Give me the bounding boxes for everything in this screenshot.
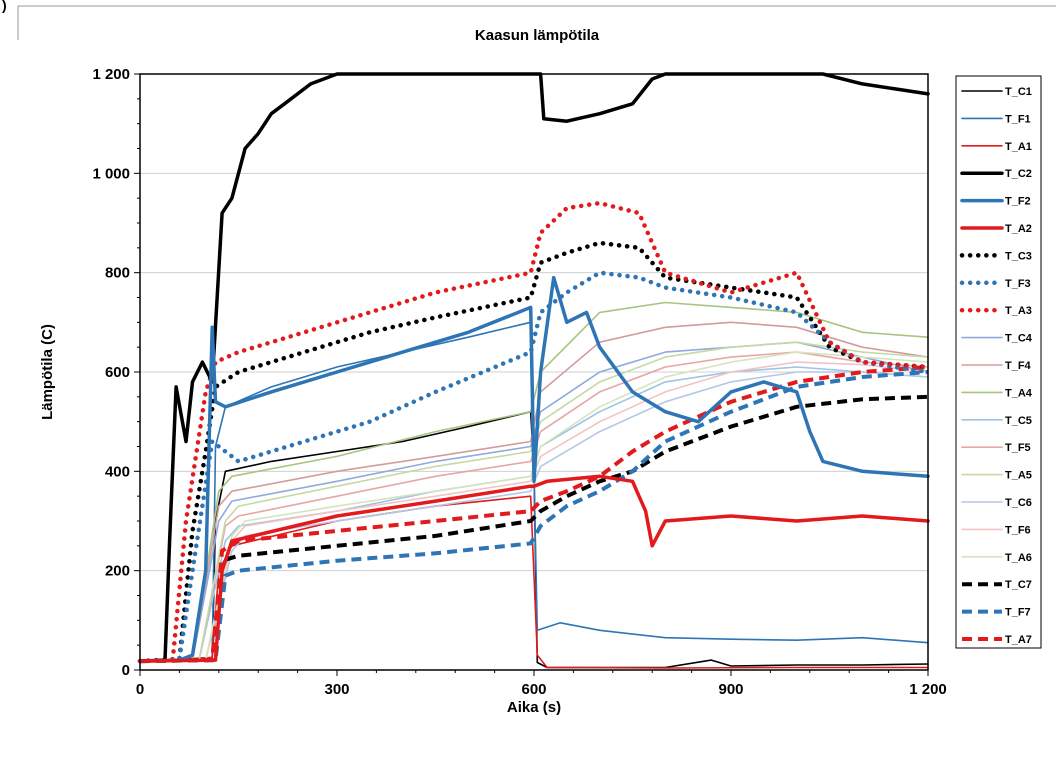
legend-label-t-a5: T_A5 bbox=[1005, 470, 1032, 482]
series-line-t-c7 bbox=[139, 394, 929, 664]
y-tick-label-5: 1 000 bbox=[92, 165, 130, 182]
series-line-t-f1 bbox=[139, 321, 929, 662]
x-tick-label-2: 600 bbox=[521, 681, 546, 698]
legend-label-t-a2: T_A2 bbox=[1005, 223, 1032, 235]
series-line-t-f4 bbox=[139, 321, 929, 662]
legend-label-t-c2: T_C2 bbox=[1005, 168, 1032, 180]
series-line-t-a7 bbox=[139, 365, 929, 664]
y-tick-label-2: 400 bbox=[105, 463, 130, 480]
legend-label-t-f3: T_F3 bbox=[1005, 278, 1031, 290]
y-axis: 0 200 400 600 800 1 000 1 200 bbox=[92, 66, 140, 679]
legend-label-t-f6: T_F6 bbox=[1005, 524, 1031, 536]
x-tick-label-1: 300 bbox=[324, 681, 349, 698]
legend-label-t-c3: T_C3 bbox=[1005, 250, 1032, 262]
y-tick-label-6: 1 200 bbox=[92, 66, 130, 83]
legend-label-t-a7: T_A7 bbox=[1005, 634, 1032, 646]
legend-label-t-f2: T_F2 bbox=[1005, 196, 1031, 208]
legend-label-t-c1: T_C1 bbox=[1005, 86, 1032, 98]
y-tick-label-0: 0 bbox=[122, 662, 130, 679]
chart-title: Kaasun lämpötila bbox=[475, 27, 600, 44]
series-line-t-f2 bbox=[138, 275, 930, 663]
legend: T_C1 T_F1 T_A1 T_C2 T_F2 T_A2 T_C3 T_F3 T_A3 T_C4… bbox=[959, 86, 1033, 646]
legend-label-t-c6: T_C6 bbox=[1005, 497, 1032, 509]
y-tick-label-4: 800 bbox=[105, 265, 130, 282]
legend-label-t-f5: T_F5 bbox=[1005, 442, 1031, 454]
y-tick-label-3: 600 bbox=[105, 364, 130, 381]
series-line-t-f7 bbox=[139, 370, 929, 664]
x-tick-label-0: 0 bbox=[136, 681, 144, 698]
series-line-t-a1 bbox=[139, 495, 929, 669]
legend-label-t-a4: T_A4 bbox=[1005, 387, 1033, 399]
legend-label-t-c7: T_C7 bbox=[1005, 579, 1032, 591]
corner-mark: ) bbox=[2, 0, 7, 13]
legend-box bbox=[955, 75, 1042, 649]
legend-label-t-c4: T_C4 bbox=[1005, 333, 1033, 345]
series-layer bbox=[137, 72, 931, 669]
legend-label-t-a3: T_A3 bbox=[1005, 305, 1032, 317]
y-tick-label-1: 200 bbox=[105, 563, 130, 580]
legend-label-t-a6: T_A6 bbox=[1005, 552, 1032, 564]
x-tick-label-3: 900 bbox=[718, 681, 743, 698]
legend-label-t-c5: T_C5 bbox=[1005, 415, 1032, 427]
legend-label-t-f7: T_F7 bbox=[1005, 607, 1031, 619]
series-line-t-a2 bbox=[138, 474, 930, 663]
legend-label-t-f4: T_F4 bbox=[1005, 360, 1032, 372]
legend-label-t-a1: T_A1 bbox=[1005, 141, 1032, 153]
x-axis-label: Aika (s) bbox=[507, 699, 561, 716]
y-axis-label: Lämpötila (C) bbox=[39, 324, 56, 420]
x-axis: 0 300 600 900 1 200 bbox=[136, 670, 947, 698]
series-line-t-f3 bbox=[137, 270, 931, 664]
series-line-t-c2 bbox=[138, 72, 930, 663]
x-tick-label-4: 1 200 bbox=[909, 681, 947, 698]
legend-label-t-f1: T_F1 bbox=[1005, 113, 1031, 125]
